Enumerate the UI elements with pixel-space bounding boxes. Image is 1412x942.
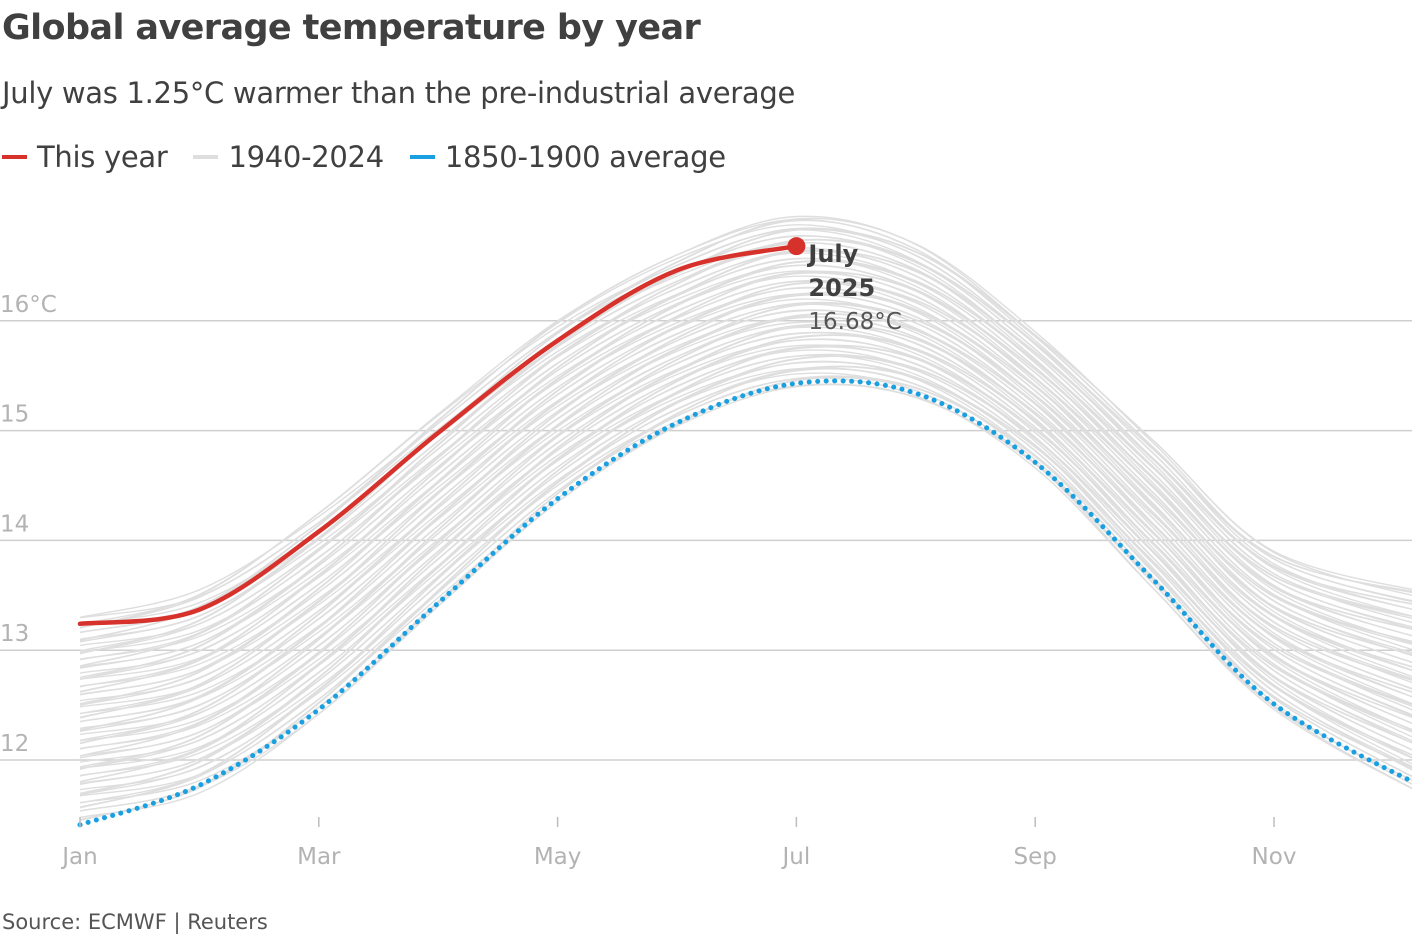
historical-year-line: [79, 241, 1412, 653]
annotation-month-label: July: [806, 240, 858, 268]
x-tick-label: Jan: [60, 844, 97, 870]
y-tick-label: 13: [0, 621, 29, 647]
historical-year-line: [79, 264, 1412, 680]
y-tick-label: 16°C: [0, 292, 57, 318]
chart-title: Global average temperature by year: [2, 8, 701, 48]
legend-label-this-year: This year: [37, 140, 168, 174]
y-tick-label: 12: [0, 731, 29, 757]
this-year-endpoint-marker: [787, 237, 806, 256]
historical-year-line: [79, 215, 1412, 619]
x-tick-label: Jul: [781, 844, 811, 870]
historical-year-line: [79, 338, 1412, 769]
historical-year-line: [79, 241, 1412, 652]
x-axis-layer: Jan Mar May Jul Sep Nov: [60, 817, 1296, 870]
legend-item-historical: 1940-2024: [193, 140, 384, 174]
legend-label-historical: 1940-2024: [228, 140, 384, 174]
annotation-value-label: 16.68°C: [808, 309, 901, 335]
historical-year-line: [79, 365, 1412, 796]
x-tick-label: Nov: [1252, 844, 1297, 870]
historical-year-line: [79, 291, 1412, 706]
legend-item-this-year: This year: [2, 140, 168, 174]
preindustrial-average-line: [77, 378, 1412, 828]
historical-year-line: [79, 360, 1412, 797]
series-layer: [77, 243, 1412, 828]
y-tick-label: 14: [0, 511, 29, 537]
historical-year-line: [79, 224, 1412, 634]
x-tick-label: Mar: [297, 844, 341, 870]
legend-label-preindustrial: 1850-1900 average: [444, 140, 726, 174]
legend-swatch-preindustrial: [409, 155, 435, 159]
historical-lines-layer: [79, 215, 1412, 822]
y-tick-label: 15: [0, 402, 29, 428]
annotation-year-label: 2025: [808, 274, 875, 302]
historical-year-line: [79, 338, 1412, 768]
historical-year-line: [79, 218, 1412, 625]
historical-year-line: [79, 316, 1412, 742]
legend-swatch-historical: [193, 155, 219, 159]
historical-year-line: [79, 272, 1412, 687]
x-tick-label: May: [534, 844, 582, 870]
source-note: Source: ECMWF | Reuters: [2, 910, 268, 934]
annotation-layer: July 2025 16.68°C: [787, 237, 902, 335]
historical-year-line: [79, 323, 1412, 744]
historical-year-line: [79, 270, 1412, 680]
legend-item-preindustrial: 1850-1900 average: [409, 140, 726, 174]
chart-legend: This year 1940-2024 1850-1900 average: [2, 140, 752, 174]
this-year-line: [77, 243, 799, 627]
historical-year-line: [79, 298, 1412, 723]
x-tick-label: Sep: [1014, 844, 1057, 870]
chart-subtitle: July was 1.25°C warmer than the pre-indu…: [2, 76, 796, 110]
historical-year-line: [79, 217, 1412, 618]
legend-swatch-this-year: [2, 155, 27, 159]
historical-year-line: [79, 270, 1412, 688]
